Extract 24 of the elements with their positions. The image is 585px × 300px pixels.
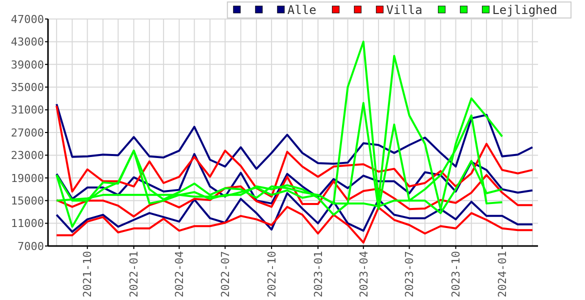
y-tick-label: 35000 [10,80,44,94]
y-tick-label: 47000 [10,12,44,26]
x-tick-label: 2023-01 [312,251,325,298]
y-tick-label: 19000 [10,172,44,185]
x-tick-label: 2024-01 [496,251,510,298]
y-tick-label: 23000 [10,149,44,162]
x-tick-label: 2023-07 [403,251,416,298]
x-tick-label: 2022-10 [265,251,278,298]
x-tick-label: 2022-07 [218,251,232,298]
x-tick-label: 2022-04 [173,250,186,298]
y-tick-label: 39000 [10,58,44,72]
legend-label: Lejlighed [492,3,558,17]
legend-label: Alle [287,3,316,17]
y-tick-label: 43000 [10,36,44,49]
y-tick-label: 7000 [18,240,44,253]
x-tick-label: 2023-04 [357,250,370,298]
x-tick-label: 2023-10 [450,251,463,298]
y-tick-label: 31000 [10,104,44,117]
y-tick-label: 27000 [10,126,44,140]
legend-label: Villa [386,3,422,17]
y-tick-label: 11000 [10,217,44,230]
x-tick-label: 2021-10 [81,251,94,298]
y-tick-label: 15000 [10,194,44,208]
x-tick-label: 2022-01 [128,251,141,298]
